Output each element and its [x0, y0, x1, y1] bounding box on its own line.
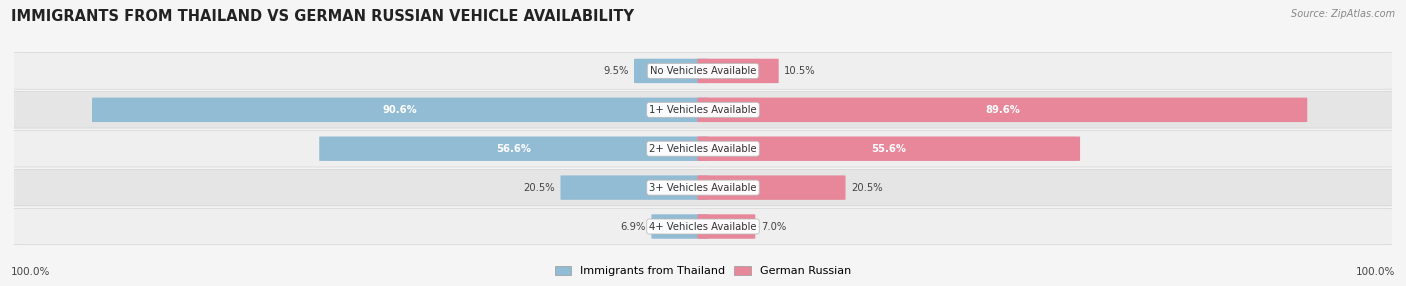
FancyBboxPatch shape: [634, 59, 709, 83]
FancyBboxPatch shape: [561, 175, 709, 200]
Text: 90.6%: 90.6%: [382, 105, 418, 115]
Text: 20.5%: 20.5%: [523, 183, 555, 192]
FancyBboxPatch shape: [7, 169, 1399, 206]
FancyBboxPatch shape: [91, 98, 709, 122]
FancyBboxPatch shape: [697, 98, 1308, 122]
FancyBboxPatch shape: [7, 92, 1399, 128]
Text: 20.5%: 20.5%: [851, 183, 883, 192]
FancyBboxPatch shape: [697, 214, 755, 239]
FancyBboxPatch shape: [697, 136, 1080, 161]
Text: 2+ Vehicles Available: 2+ Vehicles Available: [650, 144, 756, 154]
Text: No Vehicles Available: No Vehicles Available: [650, 66, 756, 76]
FancyBboxPatch shape: [7, 208, 1399, 245]
FancyBboxPatch shape: [697, 59, 779, 83]
Text: 4+ Vehicles Available: 4+ Vehicles Available: [650, 222, 756, 231]
Text: 7.0%: 7.0%: [761, 222, 786, 231]
Text: 56.6%: 56.6%: [496, 144, 531, 154]
FancyBboxPatch shape: [319, 136, 709, 161]
FancyBboxPatch shape: [7, 130, 1399, 167]
Text: 89.6%: 89.6%: [986, 105, 1019, 115]
FancyBboxPatch shape: [697, 175, 845, 200]
Text: Source: ZipAtlas.com: Source: ZipAtlas.com: [1291, 9, 1395, 19]
Text: 3+ Vehicles Available: 3+ Vehicles Available: [650, 183, 756, 192]
Text: 10.5%: 10.5%: [785, 66, 815, 76]
Text: IMMIGRANTS FROM THAILAND VS GERMAN RUSSIAN VEHICLE AVAILABILITY: IMMIGRANTS FROM THAILAND VS GERMAN RUSSI…: [11, 9, 634, 23]
Legend: Immigrants from Thailand, German Russian: Immigrants from Thailand, German Russian: [550, 261, 856, 281]
FancyBboxPatch shape: [7, 53, 1399, 89]
Text: 9.5%: 9.5%: [603, 66, 628, 76]
FancyBboxPatch shape: [651, 214, 709, 239]
Text: 100.0%: 100.0%: [1355, 267, 1395, 277]
Text: 55.6%: 55.6%: [872, 144, 907, 154]
Text: 6.9%: 6.9%: [620, 222, 645, 231]
Text: 1+ Vehicles Available: 1+ Vehicles Available: [650, 105, 756, 115]
Text: 100.0%: 100.0%: [11, 267, 51, 277]
